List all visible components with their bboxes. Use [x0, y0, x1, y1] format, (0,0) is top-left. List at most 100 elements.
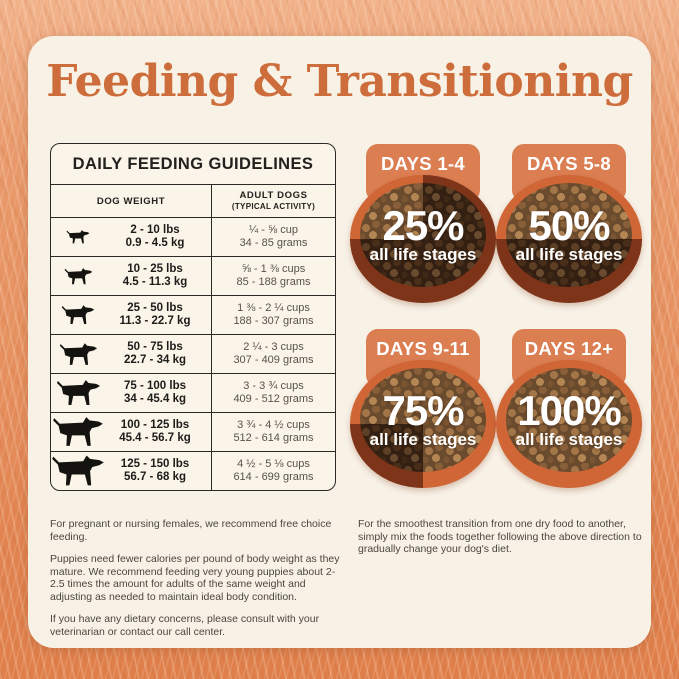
weight-lbs: 2 - 10 lbs — [130, 224, 180, 236]
table-column-headers: DOG WEIGHT ADULT DOGS (TYPICAL ACTIVITY) — [51, 185, 335, 218]
weight-kg: 45.4 - 56.7 kg — [119, 432, 191, 444]
column-header-dog-weight: DOG WEIGHT — [51, 185, 212, 217]
mix-label: 100% all life stages — [496, 360, 642, 488]
food-bowl-icon: 25% all life stages — [350, 175, 496, 303]
kibble-texture — [506, 368, 632, 472]
note-paragraph: If you have any dietary concerns, please… — [50, 613, 320, 638]
table-row: 50 - 75 lbs 22.7 - 34 kg 2 ¼ - 3 cups 30… — [51, 335, 335, 374]
mix-ratio-wedge — [496, 175, 642, 303]
percent-text: 25% — [382, 202, 464, 249]
transition-schedule: DAYS 1-4 25% all life stages DAYS 5-8 50… — [350, 144, 642, 488]
column-header-line1: ADULT DOGS — [239, 190, 308, 201]
mix-ratio-wedge — [350, 175, 496, 303]
weight-lbs: 50 - 75 lbs — [127, 341, 183, 353]
table-row: 75 - 100 lbs 34 - 45.4 kg 3 - 3 ¾ cups 4… — [51, 374, 335, 413]
amount-grams: 307 - 409 grams — [233, 354, 314, 366]
table-row: 100 - 125 lbs 45.4 - 56.7 kg 3 ¾ - 4 ½ c… — [51, 413, 335, 452]
mix-ratio-wedge — [350, 360, 496, 488]
table-row: 2 - 10 lbs 0.9 - 4.5 kg ¼ - ⅝ cup 34 - 8… — [51, 218, 335, 257]
feeding-amount-cell: 1 ⅜ - 2 ¼ cups 188 - 307 grams — [212, 296, 335, 334]
dog-medium-breed-icon — [51, 305, 105, 325]
dog-weight-cell: 50 - 75 lbs 22.7 - 34 kg — [51, 335, 212, 373]
dog-weight-cell: 25 - 50 lbs 11.3 - 22.7 kg — [51, 296, 212, 334]
percent-text: 50% — [528, 202, 610, 249]
weight-kg: 34 - 45.4 kg — [123, 393, 186, 405]
weight-kg: 4.5 - 11.3 kg — [122, 276, 188, 288]
weight-kg: 0.9 - 4.5 kg — [125, 237, 185, 249]
weight-kg: 22.7 - 34 kg — [123, 354, 186, 366]
days-label: DAYS 1-4 — [381, 153, 465, 174]
feeding-amount-cell: 2 ¼ - 3 cups 307 - 409 grams — [212, 335, 335, 373]
dog-weight-cell: 125 - 150 lbs 56.7 - 68 kg — [51, 452, 212, 490]
weight-range: 2 - 10 lbs 0.9 - 4.5 kg — [105, 224, 211, 250]
page-title: Feeding & Transitioning — [46, 56, 633, 107]
weight-lbs: 10 - 25 lbs — [127, 263, 183, 275]
amount-cups: 1 ⅜ - 2 ¼ cups — [237, 301, 310, 314]
weight-range: 50 - 75 lbs 22.7 - 34 kg — [105, 341, 211, 367]
weight-lbs: 100 - 125 lbs — [120, 419, 190, 431]
weight-kg: 56.7 - 68 kg — [123, 471, 186, 483]
life-stages-text: all life stages — [515, 430, 623, 449]
life-stages-text: all life stages — [515, 245, 623, 264]
dog-weight-cell: 10 - 25 lbs 4.5 - 11.3 kg — [51, 257, 212, 295]
food-bowl-icon: 100% all life stages — [496, 360, 642, 488]
dog-small-breed-icon — [51, 267, 105, 285]
weight-lbs: 25 - 50 lbs — [127, 302, 183, 314]
amount-grams: 614 - 699 grams — [233, 471, 314, 483]
dog-weight-cell: 100 - 125 lbs 45.4 - 56.7 kg — [51, 413, 212, 451]
transition-step: DAYS 1-4 25% all life stages — [350, 144, 496, 303]
life-stages-text: all life stages — [369, 430, 477, 449]
dog-toy-breed-icon — [51, 230, 105, 244]
mix-label: 75% all life stages — [350, 360, 496, 488]
feeding-amount-cell: ¼ - ⅝ cup 34 - 85 grams — [212, 218, 335, 256]
feeding-amount-cell: 3 ¾ - 4 ½ cups 512 - 614 grams — [212, 413, 335, 451]
amount-cups: 4 ½ - 5 ⅛ cups — [237, 457, 310, 470]
dog-giant-breed-icon — [51, 454, 105, 488]
info-card: Feeding & Transitioning DAILY FEEDING GU… — [28, 36, 651, 648]
life-stages-text: all life stages — [369, 245, 477, 264]
note-paragraph: Puppies need fewer calories per pound of… — [50, 553, 340, 603]
dog-weight-cell: 75 - 100 lbs 34 - 45.4 kg — [51, 374, 212, 412]
amount-cups: ¼ - ⅝ cup — [249, 223, 298, 236]
transition-step: DAYS 9-11 75% all life stages — [350, 329, 496, 488]
table-title: DAILY FEEDING GUIDELINES — [51, 144, 335, 185]
note-paragraph: For pregnant or nursing females, we reco… — [50, 518, 332, 543]
column-header-adult-dogs: ADULT DOGS (TYPICAL ACTIVITY) — [212, 185, 335, 217]
weight-lbs: 125 - 150 lbs — [120, 458, 190, 470]
amount-cups: 2 ¼ - 3 cups — [243, 340, 304, 353]
percent-text: 75% — [382, 387, 464, 434]
kibble-texture — [360, 183, 486, 287]
weight-range: 100 - 125 lbs 45.4 - 56.7 kg — [105, 419, 211, 445]
amount-grams: 34 - 85 grams — [239, 237, 308, 249]
transition-notes: For the smoothest transition from one dr… — [358, 518, 650, 566]
table-row: 125 - 150 lbs 56.7 - 68 kg 4 ½ - 5 ⅛ cup… — [51, 452, 335, 490]
kibble-texture — [506, 183, 632, 287]
weight-range: 10 - 25 lbs 4.5 - 11.3 kg — [105, 263, 211, 289]
transition-step: DAYS 12+ 100% all life stages — [496, 329, 642, 488]
percent-text: 100% — [517, 387, 621, 434]
amount-grams: 85 - 188 grams — [236, 276, 311, 288]
column-header-line2: (TYPICAL ACTIVITY) — [231, 202, 316, 211]
table-row: 25 - 50 lbs 11.3 - 22.7 kg 1 ⅜ - 2 ¼ cup… — [51, 296, 335, 335]
weight-kg: 11.3 - 22.7 kg — [119, 315, 191, 327]
days-label: DAYS 9-11 — [376, 338, 470, 359]
weight-range: 75 - 100 lbs 34 - 45.4 kg — [105, 380, 211, 406]
mix-label: 25% all life stages — [350, 175, 496, 303]
table-row: 10 - 25 lbs 4.5 - 11.3 kg ⅝ - 1 ⅜ cups 8… — [51, 257, 335, 296]
feeding-amount-cell: 3 - 3 ¾ cups 409 - 512 grams — [212, 374, 335, 412]
food-bowl-icon: 50% all life stages — [496, 175, 642, 303]
kibble-texture — [360, 368, 486, 472]
dog-large-breed-icon — [51, 342, 105, 366]
days-label: DAYS 12+ — [524, 338, 614, 359]
amount-grams: 409 - 512 grams — [233, 393, 314, 405]
dog-weight-cell: 2 - 10 lbs 0.9 - 4.5 kg — [51, 218, 212, 256]
days-label: DAYS 5-8 — [527, 153, 611, 174]
amount-cups: 3 - 3 ¾ cups — [243, 379, 304, 392]
feeding-amount-cell: ⅝ - 1 ⅜ cups 85 - 188 grams — [212, 257, 335, 295]
amount-grams: 188 - 307 grams — [233, 315, 314, 327]
mix-ratio-wedge — [496, 360, 642, 488]
dog-xlarge-breed-icon — [51, 380, 105, 406]
food-bowl-icon: 75% all life stages — [350, 360, 496, 488]
dog-xxlarge-breed-icon — [51, 417, 105, 447]
